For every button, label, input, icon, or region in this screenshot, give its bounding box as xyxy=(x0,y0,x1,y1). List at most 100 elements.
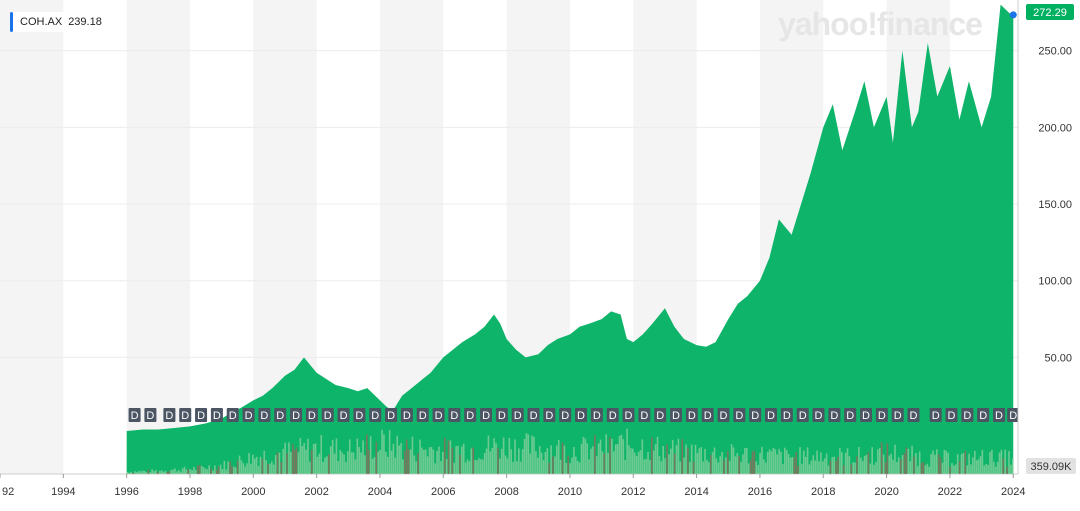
volume-bar xyxy=(690,444,693,474)
volume-bar xyxy=(717,462,720,474)
volume-bar xyxy=(677,438,680,474)
volume-bar xyxy=(462,443,465,474)
volume-bar xyxy=(200,465,203,474)
volume-bar xyxy=(510,449,513,474)
volume-bar xyxy=(265,460,267,474)
volume-bar xyxy=(837,456,839,474)
dividend-marker: D xyxy=(717,408,730,422)
y-tick-label: 50.00 xyxy=(1044,352,1072,364)
volume-bar xyxy=(569,463,571,474)
legend-color-swatch xyxy=(10,12,13,32)
volume-bar xyxy=(755,461,758,474)
dividend-marker: D xyxy=(945,408,958,422)
dividend-marker-label: D xyxy=(498,410,506,422)
volume-bar xyxy=(968,453,970,474)
volume-bar xyxy=(290,451,292,474)
volume-bar xyxy=(998,452,1001,474)
dividend-marker-label: D xyxy=(688,410,696,422)
volume-bar xyxy=(571,457,573,474)
volume-bar xyxy=(291,444,294,474)
volume-bar xyxy=(628,445,630,474)
volume-bar xyxy=(151,469,153,474)
dividend-marker-label: D xyxy=(932,410,940,422)
volume-bar xyxy=(478,458,480,474)
volume-bar xyxy=(869,463,872,474)
volume-bar xyxy=(352,452,355,474)
dividend-marker-box xyxy=(907,408,920,422)
x-tick-label: 2022 xyxy=(938,486,962,498)
volume-bar xyxy=(369,436,372,474)
volume-bar xyxy=(844,452,847,474)
volume-bar xyxy=(578,462,581,474)
volume-bar xyxy=(751,451,754,474)
volume-bar xyxy=(487,435,490,474)
volume-bar xyxy=(937,454,940,474)
volume-bar xyxy=(449,440,452,474)
dividend-marker-box xyxy=(606,408,619,422)
dividend-marker: D xyxy=(337,408,350,422)
volume-bar xyxy=(698,448,701,474)
dividend-marker-label: D xyxy=(767,410,775,422)
volume-bar xyxy=(424,449,427,474)
volume-bar xyxy=(434,463,437,474)
dividend-marker: D xyxy=(353,408,366,422)
volume-bar xyxy=(214,465,216,474)
volume-bar xyxy=(195,469,197,474)
volume-bar xyxy=(721,452,723,474)
last-price-tag-label: 272.29 xyxy=(1033,7,1067,19)
volume-bar xyxy=(713,447,716,474)
dividend-marker-box xyxy=(290,408,303,422)
dividend-marker-label: D xyxy=(751,410,759,422)
volume-bar xyxy=(518,448,520,474)
dividend-marker-label: D xyxy=(799,410,807,422)
volume-bar xyxy=(810,460,813,474)
volume-bar xyxy=(660,461,663,474)
dividend-marker: D xyxy=(416,408,429,422)
dividend-marker-box xyxy=(495,408,508,422)
volume-bar xyxy=(493,438,495,474)
dividend-marker-box xyxy=(670,408,683,422)
volume-bar xyxy=(489,451,492,474)
volume-bar xyxy=(1004,449,1006,474)
volume-bar xyxy=(679,461,682,474)
volume-bar xyxy=(880,442,883,474)
volume-bar xyxy=(719,456,722,474)
volume-bar xyxy=(316,456,319,474)
volume-bar xyxy=(820,452,822,474)
volume-bar xyxy=(924,465,927,474)
volume-bar xyxy=(286,453,288,474)
dividend-marker-box xyxy=(226,408,239,422)
volume-bar xyxy=(757,464,760,474)
volume-bar xyxy=(240,460,243,474)
volume-bar xyxy=(907,448,910,474)
volume-bar xyxy=(432,449,435,474)
volume-bar xyxy=(428,447,431,474)
volume-bar xyxy=(257,466,260,474)
volume-bar xyxy=(945,450,948,474)
volume-bar xyxy=(269,463,271,474)
dividend-marker-box xyxy=(685,408,698,422)
volume-bar xyxy=(666,444,668,474)
volume-bar xyxy=(392,443,395,474)
volume-bar xyxy=(932,450,934,474)
volume-bar xyxy=(177,469,180,474)
symbol-legend[interactable]: COH.AX 239.18 xyxy=(10,12,108,32)
volume-bar xyxy=(506,458,509,474)
volume-bar xyxy=(934,454,936,474)
volume-bar xyxy=(466,459,469,474)
dividend-marker-label: D xyxy=(245,410,253,422)
volume-bar xyxy=(189,469,191,474)
volume-bar xyxy=(540,452,543,474)
dividend-marker: D xyxy=(638,408,651,422)
volume-bar xyxy=(362,440,364,474)
volume-bar xyxy=(141,470,144,474)
last-price-tag-bg xyxy=(1026,4,1074,20)
volume-bar xyxy=(576,460,579,474)
volume-bar xyxy=(297,452,300,474)
volume-bar xyxy=(480,459,482,474)
volume-bar xyxy=(162,471,165,474)
dividend-marker: D xyxy=(321,408,334,422)
volume-bar xyxy=(278,452,281,474)
